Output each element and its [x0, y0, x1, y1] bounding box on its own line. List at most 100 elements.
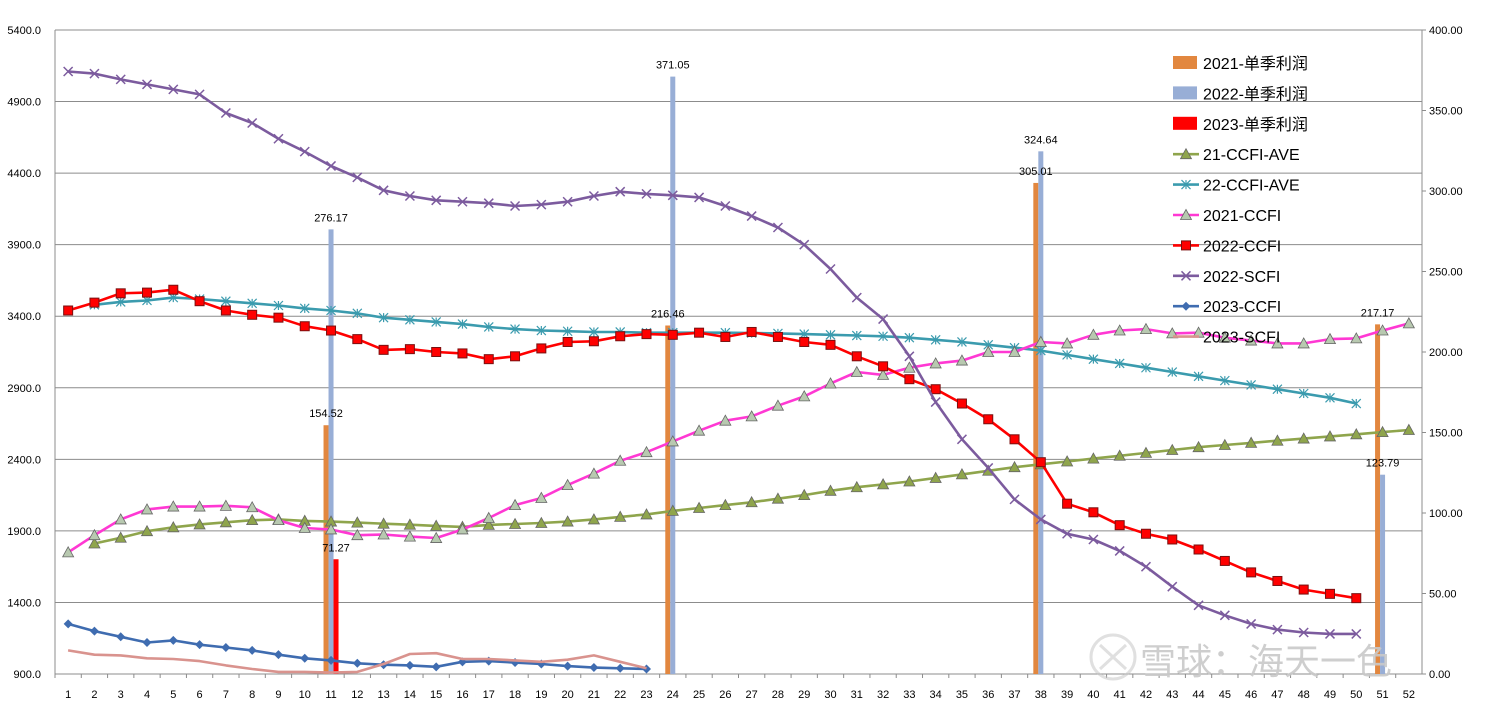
line-point [587, 513, 601, 525]
line-point [141, 79, 153, 90]
y-right-tick-label: 200.00 [1429, 347, 1463, 359]
x-tick-label: 37 [1008, 689, 1020, 701]
y-left-tick-label: 4400.0 [7, 168, 41, 180]
line-point [876, 478, 890, 490]
legend-label: 2023-SCFI [1203, 330, 1280, 347]
line-point [878, 314, 889, 325]
line-point [694, 192, 705, 203]
line-point [221, 643, 231, 653]
y-left-tick-label: 2400.0 [7, 454, 41, 466]
line-point [536, 343, 547, 354]
line-point [114, 513, 127, 525]
line-point [1323, 332, 1337, 345]
line-point [168, 635, 178, 645]
line-point [615, 663, 625, 673]
line-point [1114, 520, 1125, 531]
x-tick-label: 50 [1350, 689, 1362, 701]
line-point [351, 528, 364, 541]
line-point [326, 305, 336, 316]
line-point [89, 68, 100, 79]
line-point [1035, 345, 1046, 356]
line-point [1193, 544, 1204, 555]
line-point [1244, 436, 1258, 448]
x-tick-label: 3 [118, 689, 124, 701]
line-point [1298, 584, 1309, 595]
line-point [1193, 371, 1204, 382]
line-point [483, 354, 494, 365]
line-point [876, 368, 890, 380]
line-point [352, 308, 363, 319]
line-point [1350, 332, 1363, 344]
line-point [667, 329, 678, 340]
line-point [1088, 507, 1099, 518]
line-point [299, 146, 310, 157]
bar [665, 325, 671, 674]
bar-value-label: 123.79 [1366, 458, 1400, 470]
line-point [167, 520, 180, 533]
line-point [61, 546, 75, 558]
line-point [219, 499, 233, 511]
line-point [168, 84, 179, 95]
watermark: 雪球：海天一色 [1089, 633, 1392, 682]
series-line [94, 428, 1410, 545]
line-point [903, 361, 916, 373]
axes: 900.0 1400.0 1900.0 2400.0 2900.0 3400.0 3900.… [7, 25, 1462, 701]
x-tick-label: 40 [1087, 689, 1099, 701]
line-point [640, 445, 653, 458]
line-point [508, 517, 522, 529]
x-tick-label: 24 [667, 689, 679, 701]
line-point [1035, 514, 1046, 525]
line-point [614, 454, 627, 466]
line-point [140, 503, 154, 515]
y-right-tick-label: 250.00 [1429, 267, 1463, 279]
line-point [850, 480, 863, 493]
line-point [772, 331, 783, 342]
x-tick-label: 38 [1035, 689, 1047, 701]
line-point [1376, 425, 1389, 438]
line-point [1297, 432, 1310, 444]
line-point [1323, 430, 1337, 442]
line-point [1402, 317, 1416, 329]
legend-item: 21-CCFI-AVE [1173, 147, 1300, 164]
line-point [587, 467, 601, 479]
x-tick-label: 15 [430, 689, 442, 701]
series-line [67, 322, 1410, 554]
line-point [666, 504, 679, 516]
x-tick-label: 52 [1403, 689, 1415, 701]
line-point [929, 471, 942, 483]
legend-label: 2023-CCFI [1203, 299, 1281, 316]
line-point [403, 530, 417, 542]
line-point [220, 107, 231, 119]
x-tick-label: 39 [1061, 689, 1073, 701]
x-tick-label: 51 [1376, 689, 1388, 701]
line-point [850, 365, 863, 377]
x-tick-label: 23 [640, 689, 652, 701]
line-point [431, 347, 442, 357]
line-point [1113, 449, 1126, 461]
x-tick-label: 48 [1298, 689, 1310, 701]
x-tick-label: 31 [851, 689, 863, 701]
line-point [247, 298, 258, 309]
line-point [1035, 457, 1046, 468]
line-point [1272, 575, 1283, 586]
line-point [142, 287, 153, 298]
x-tick-label: 6 [197, 689, 203, 701]
line-point [1376, 324, 1389, 336]
line-point [588, 190, 599, 202]
bar [323, 425, 329, 674]
line-point [193, 500, 206, 512]
series-line [67, 288, 1357, 600]
line-point [719, 498, 732, 511]
series-2023-SCFI [67, 649, 647, 674]
line-point [955, 354, 969, 366]
x-tick-label: 11 [325, 689, 336, 701]
line-point [1166, 443, 1179, 455]
legend-item: 2022-CCFI [1173, 238, 1281, 255]
y-left-tick-label: 900.0 [13, 669, 41, 681]
line-point [193, 518, 206, 530]
line-point [298, 521, 311, 533]
line-point [116, 632, 126, 642]
line-point [273, 133, 284, 144]
line-point [510, 351, 521, 362]
line-point [772, 222, 783, 233]
